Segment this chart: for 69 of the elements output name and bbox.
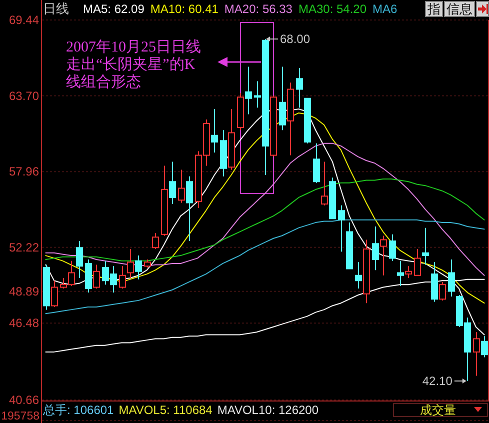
text: 195758 xyxy=(1,410,40,422)
candlestick xyxy=(346,222,353,270)
text: MAVOL10: 126200 xyxy=(217,403,319,417)
candlestick xyxy=(220,130,227,177)
candlestick xyxy=(304,98,311,144)
candlestick xyxy=(321,161,328,206)
candlestick xyxy=(439,281,446,301)
candlestick xyxy=(270,95,277,158)
candlestick xyxy=(329,177,336,220)
text: MA30: 54.20 xyxy=(298,2,367,16)
annotation: 42.10 xyxy=(422,374,453,388)
candlestick xyxy=(481,336,488,358)
candlestick xyxy=(397,260,404,286)
candlestick xyxy=(279,66,286,131)
line-series xyxy=(45,112,485,304)
y-tick-label: 48.89 xyxy=(8,284,40,298)
candlestick xyxy=(372,226,379,271)
text: MAVOL5: 110684 xyxy=(118,403,213,417)
candlestick xyxy=(380,235,387,276)
candlestick xyxy=(228,108,235,170)
candlestick xyxy=(245,66,252,115)
text: 成交量 xyxy=(420,403,456,417)
candlestick xyxy=(473,332,480,376)
candlestick xyxy=(152,232,159,250)
y-tick-label: 63.70 xyxy=(8,88,40,103)
candlestick xyxy=(211,108,218,154)
candlestick xyxy=(119,266,126,290)
y-tick-label: 40.66 xyxy=(8,393,40,407)
candlestick xyxy=(448,259,455,297)
candlestick xyxy=(422,227,429,266)
candlestick xyxy=(161,165,168,236)
text: MA10: 60.41 xyxy=(150,2,219,16)
candlestick xyxy=(389,234,396,262)
line-series xyxy=(45,278,485,352)
candlestick xyxy=(296,68,303,108)
candlestick xyxy=(287,82,294,156)
candlestick xyxy=(313,142,320,184)
candlestick xyxy=(178,169,185,204)
chart-title: 日线 xyxy=(43,1,69,16)
candlestick xyxy=(237,92,244,131)
text: 总手: 106601 xyxy=(42,403,114,417)
candlestick xyxy=(76,240,83,278)
candlestick xyxy=(93,264,100,290)
text: MA5: 62.09 xyxy=(83,2,145,16)
candlestick xyxy=(135,255,142,280)
annotation: 2007年10月25日日线走出“长阴夹星”的K线组合形态 xyxy=(66,38,201,90)
candlestick xyxy=(414,248,421,276)
text: MA6 xyxy=(372,2,398,16)
y-tick-label: 52.22 xyxy=(8,240,40,254)
candlestick xyxy=(51,280,58,308)
text: MA20: 56.33 xyxy=(224,2,293,16)
candlestick xyxy=(43,264,50,310)
y-tick-label: 46.48 xyxy=(8,316,40,330)
candlestick xyxy=(363,239,370,304)
candlestick xyxy=(144,259,151,268)
line-series xyxy=(45,178,485,262)
candlestick xyxy=(338,204,345,252)
candlestick xyxy=(127,248,134,278)
y-tick-label: 57.96 xyxy=(8,164,40,179)
annotation: 68.00 xyxy=(280,32,310,46)
y-tick-label: 69.44 xyxy=(8,13,40,27)
candlestick xyxy=(85,259,92,294)
candlestick xyxy=(186,176,193,242)
line-series xyxy=(45,219,485,314)
line-series xyxy=(45,142,485,276)
candlestick xyxy=(431,262,438,302)
candlestick xyxy=(405,266,412,278)
candlestick xyxy=(355,262,362,290)
candlestick xyxy=(169,161,176,205)
